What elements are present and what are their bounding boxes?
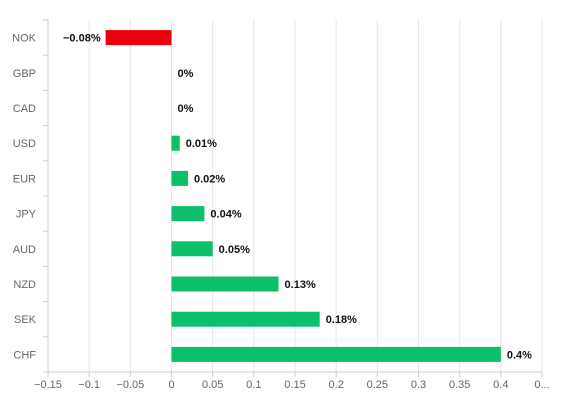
category-label-gbp: GBP — [13, 68, 36, 80]
data-label-aud: 0.05% — [219, 244, 250, 256]
x-tick-label: −0.15 — [34, 379, 62, 391]
x-tick-label: 0 — [168, 379, 174, 391]
category-label-eur: EUR — [13, 173, 36, 185]
bar-aud — [171, 241, 213, 257]
bar-sek — [171, 311, 320, 327]
bars — [105, 30, 501, 362]
data-label-jpy: 0.04% — [210, 209, 241, 221]
category-label-aud: AUD — [13, 244, 36, 256]
axes — [43, 19, 543, 377]
bar-usd — [171, 135, 180, 151]
category-label-sek: SEK — [14, 314, 37, 326]
x-tick-label: 0.4 — [493, 379, 508, 391]
bar-nzd — [171, 276, 279, 292]
data-label-gbp: 0% — [178, 68, 194, 80]
x-tick-label: 0.3 — [411, 379, 426, 391]
grid-lines — [47, 20, 543, 372]
x-tick-label: 0.2 — [329, 379, 344, 391]
category-label-chf: CHF — [13, 349, 36, 361]
x-tick-label: 0.05 — [202, 379, 223, 391]
category-label-jpy: JPY — [16, 209, 37, 221]
bar-eur — [171, 170, 188, 186]
data-label-nok: −0.08% — [63, 33, 101, 45]
bar-jpy — [171, 206, 205, 222]
category-label-nzd: NZD — [13, 279, 36, 291]
category-label-nok: NOK — [12, 33, 37, 45]
x-tick-label: 0.25 — [367, 379, 388, 391]
category-label-cad: CAD — [13, 103, 36, 115]
category-label-usd: USD — [13, 138, 36, 150]
data-label-cad: 0% — [178, 103, 194, 115]
x-tick-label: −0.1 — [78, 379, 100, 391]
data-label-nzd: 0.13% — [285, 279, 316, 291]
x-tick-label: 0.35 — [449, 379, 470, 391]
x-tick-label: −0.05 — [116, 379, 144, 391]
x-tick-label: 0.1 — [246, 379, 261, 391]
x-tick-label: 0.15 — [284, 379, 305, 391]
x-tick-label: 0... — [534, 379, 549, 391]
data-label-usd: 0.01% — [186, 138, 217, 150]
data-label-chf: 0.4% — [507, 349, 532, 361]
bar-chf — [171, 346, 501, 362]
data-label-eur: 0.02% — [194, 173, 225, 185]
labels: −0.15 −0.1 −0.05 0 0.05 0.1 0.15 0.2 0.25 0.3 0.35… — [12, 33, 549, 391]
bar-nok — [105, 30, 172, 46]
data-label-sek: 0.18% — [326, 314, 357, 326]
